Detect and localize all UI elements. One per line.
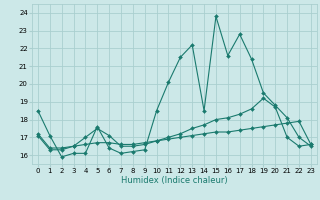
X-axis label: Humidex (Indice chaleur): Humidex (Indice chaleur) <box>121 176 228 185</box>
